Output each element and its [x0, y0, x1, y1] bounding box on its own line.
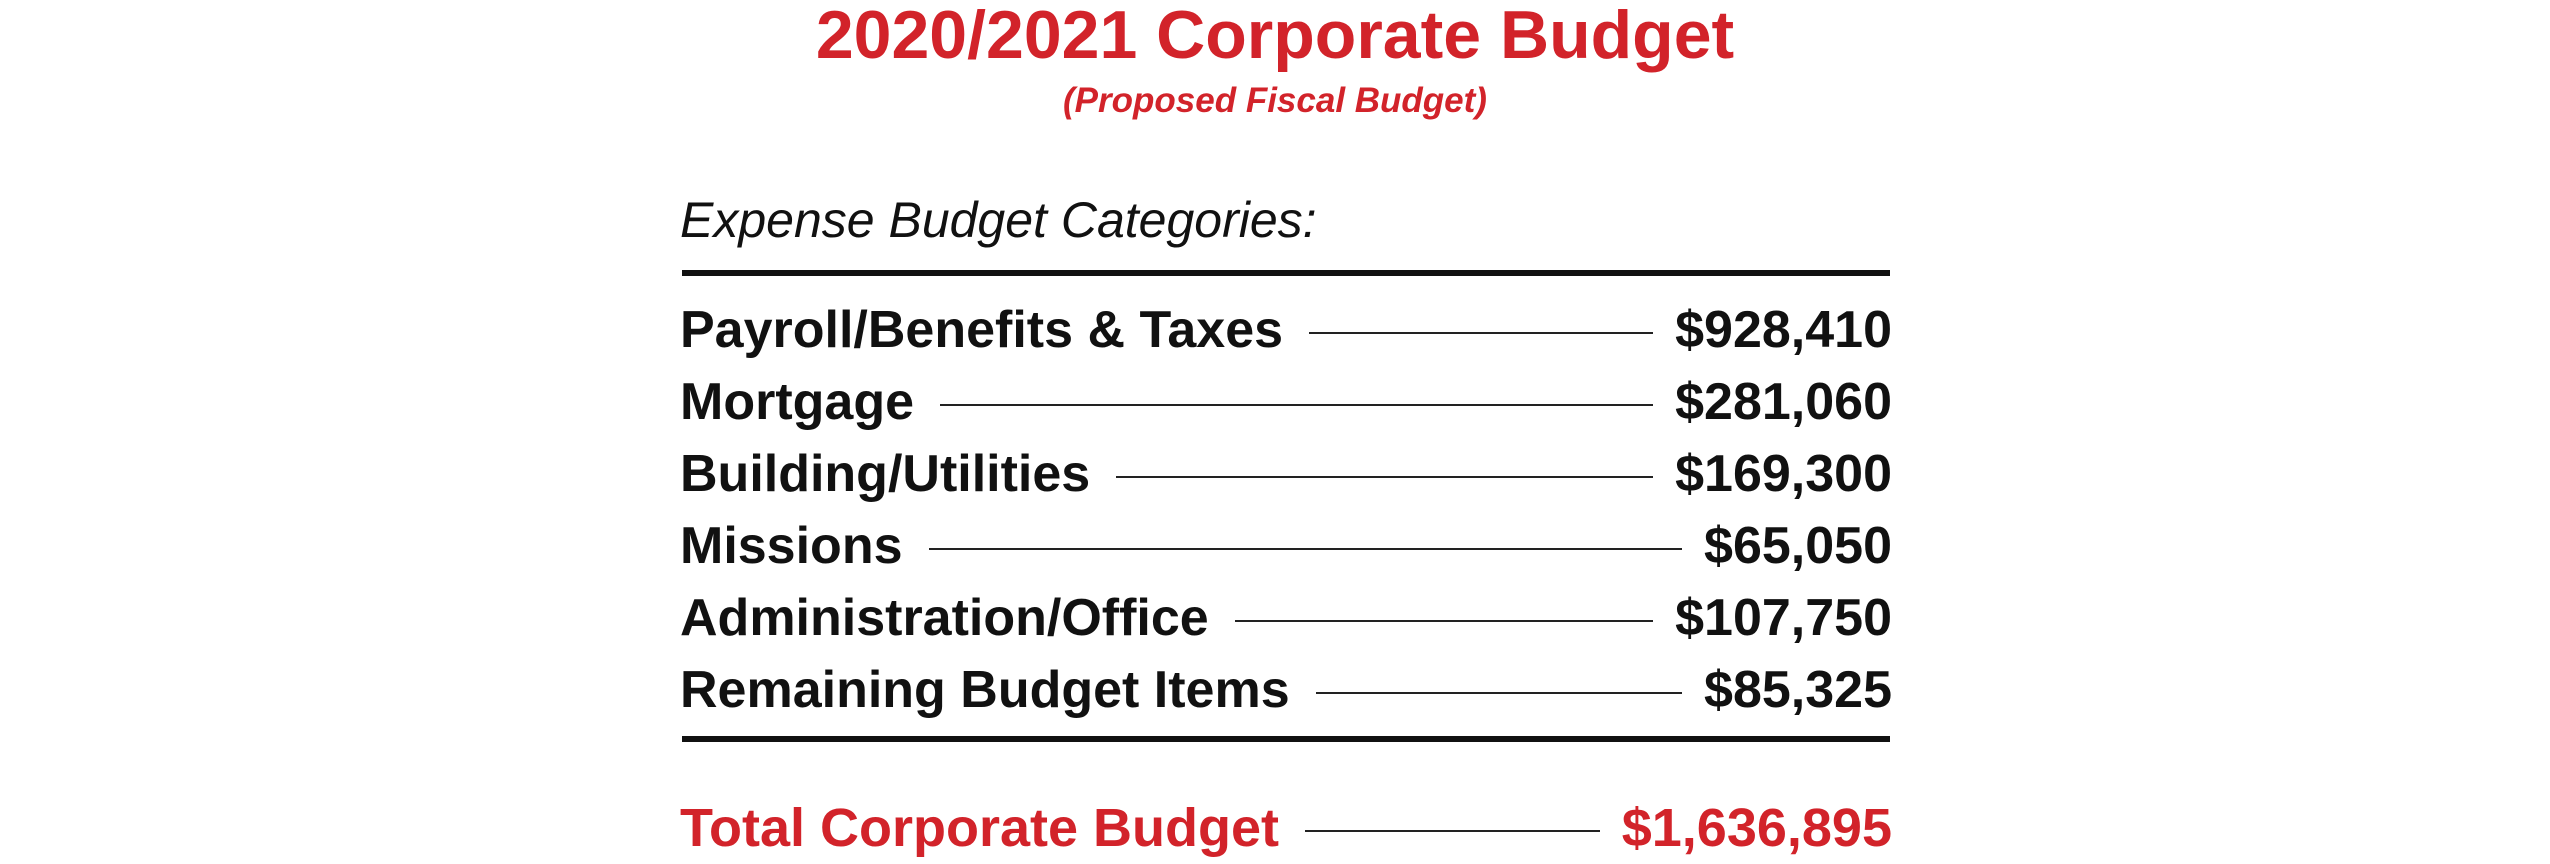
budget-row-amount: $65,050 — [1704, 517, 1892, 575]
budget-row-missions: Missions $65,050 — [680, 510, 1892, 582]
total-amount: $1,636,895 — [1621, 798, 1892, 858]
budget-row-label: Administration/Office — [680, 589, 1209, 647]
budget-row-building: Building/Utilities $169,300 — [680, 438, 1892, 510]
budget-row-label: Missions — [680, 517, 903, 575]
total-row: Total Corporate Budget $1,636,895 — [680, 792, 1892, 864]
budget-row-amount: $169,300 — [1675, 445, 1892, 503]
section-heading: Expense Budget Categories: — [680, 192, 1317, 248]
budget-row-amount: $107,750 — [1675, 589, 1892, 647]
total-label: Total Corporate Budget — [680, 798, 1279, 858]
budget-row-mortgage: Mortgage $281,060 — [680, 366, 1892, 438]
budget-row-label: Remaining Budget Items — [680, 661, 1290, 719]
budget-row-amount: $281,060 — [1675, 373, 1892, 431]
leader-line — [1304, 830, 1600, 832]
page-subtitle: (Proposed Fiscal Budget) — [1063, 81, 1487, 120]
budget-row-label: Mortgage — [680, 373, 914, 431]
budget-row-payroll: Payroll/Benefits & Taxes $928,410 — [680, 294, 1892, 366]
leader-line — [928, 548, 1683, 550]
budget-row-administration: Administration/Office $107,750 — [680, 582, 1892, 654]
leader-line — [1116, 476, 1654, 478]
leader-line — [1309, 332, 1654, 334]
budget-row-amount: $928,410 — [1675, 301, 1892, 359]
top-divider — [682, 270, 1890, 276]
bottom-divider — [682, 736, 1890, 742]
leader-line — [1315, 692, 1683, 694]
budget-row-amount: $85,325 — [1704, 661, 1892, 719]
budget-row-label: Payroll/Benefits & Taxes — [680, 301, 1284, 359]
budget-row-remaining: Remaining Budget Items $85,325 — [680, 654, 1892, 726]
leader-line — [1234, 620, 1654, 622]
page-title: 2020/2021 Corporate Budget — [815, 0, 1735, 73]
leader-line — [940, 404, 1654, 406]
budget-row-label: Building/Utilities — [680, 445, 1091, 503]
